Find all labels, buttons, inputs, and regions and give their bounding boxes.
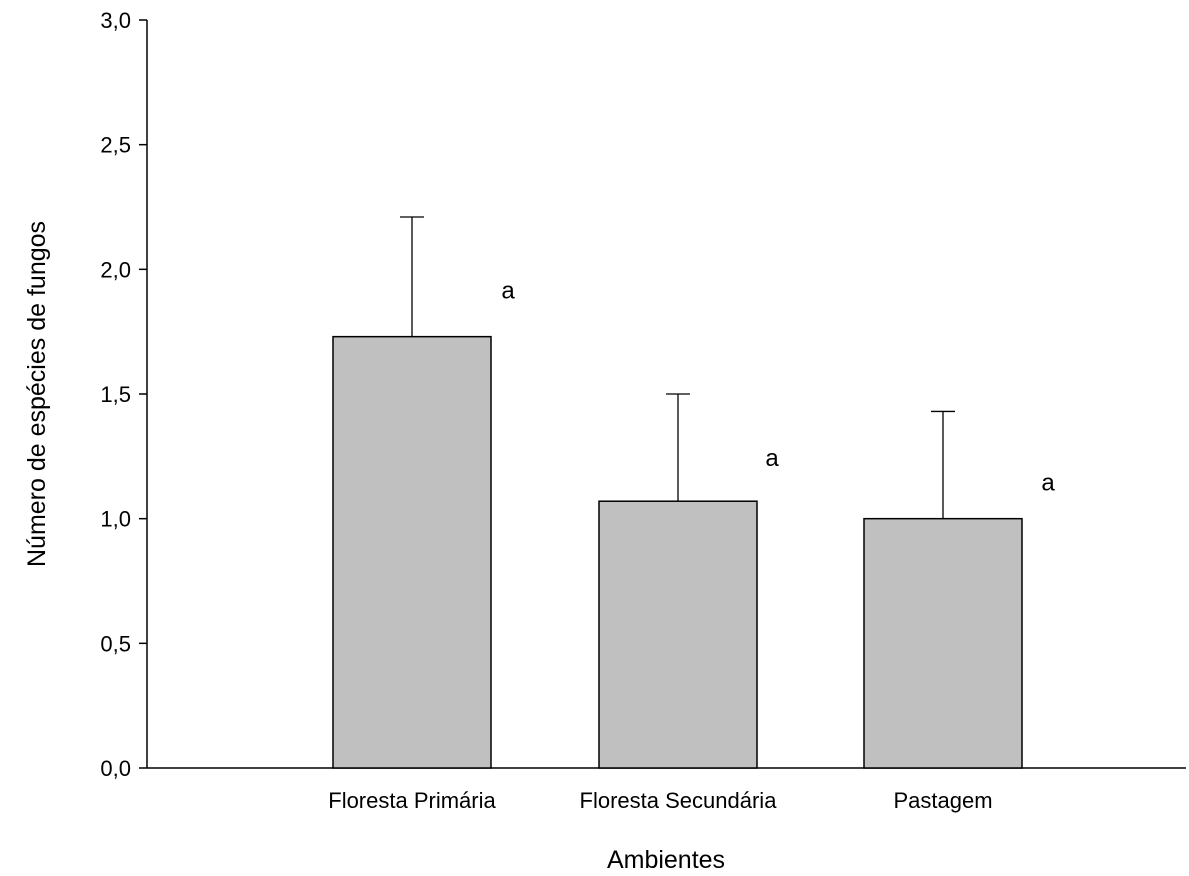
significance-labels: a a a [501, 278, 1055, 497]
bars [332, 335, 1023, 769]
y-tick-label: 2,0 [100, 257, 131, 282]
error-bars [400, 216, 955, 519]
bar [863, 517, 1023, 769]
y-tick-label: 2,5 [100, 133, 131, 158]
plot-area: 0,00,51,01,52,02,53,0 Floresta Primária F… [100, 8, 1186, 813]
y-tick-label: 1,5 [100, 382, 131, 407]
x-tick-label: Floresta Primária [328, 788, 496, 813]
x-tick-label: Pastagem [893, 788, 992, 813]
bar [332, 335, 492, 769]
x-axis-title: Ambientes [607, 846, 725, 874]
bar [598, 500, 758, 769]
x-tick-labels: Floresta Primária Floresta Secundária Past… [328, 788, 992, 813]
y-tick-label: 0,5 [100, 631, 131, 656]
y-tick-label: 3,0 [100, 8, 131, 33]
x-tick-label: Floresta Secundária [580, 788, 778, 813]
significance-label: a [765, 445, 779, 472]
significance-label: a [1041, 470, 1055, 497]
y-axis-title: Número de espécies de fungos [23, 221, 51, 567]
y-tick-label: 0,0 [100, 756, 131, 781]
significance-label: a [501, 278, 515, 305]
y-tick-label: 1,0 [100, 507, 131, 532]
y-ticks: 0,0 0,5 1,0 1,5 2,0 2,5 3,0 [100, 8, 147, 781]
